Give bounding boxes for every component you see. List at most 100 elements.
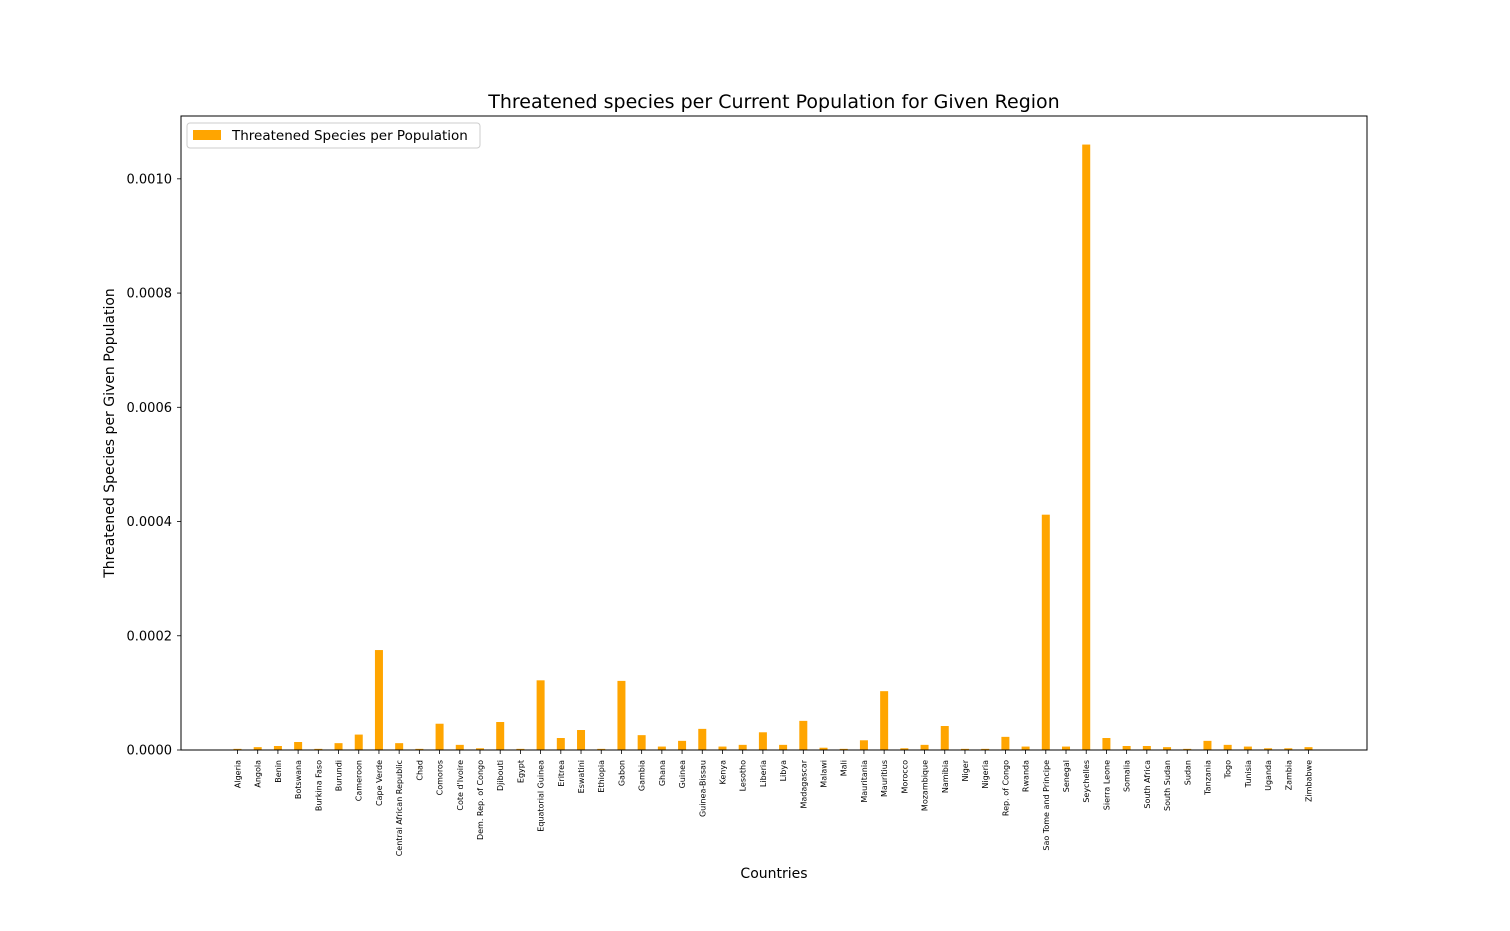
bar-guinea-bissau: [698, 728, 707, 750]
bar-uganda: [1264, 748, 1273, 750]
legend-label: Threatened Species per Population: [231, 128, 468, 144]
bar-zambia: [1284, 748, 1293, 750]
bar-niger: [960, 748, 969, 750]
plot-frame: [180, 115, 1368, 751]
x-axis-title: Countries: [740, 866, 807, 882]
bar-mali: [839, 748, 848, 750]
bar-libya: [779, 744, 788, 750]
x-tick-label: Benin: [274, 760, 283, 783]
bar-dem-rep-of-congo: [475, 748, 484, 750]
bar-rep-of-congo: [1001, 736, 1010, 750]
x-tick-label: Sudan: [1183, 760, 1192, 785]
bar-south-africa: [1142, 746, 1151, 750]
bar-zimbabwe: [1304, 747, 1313, 750]
bar-comoros: [435, 723, 444, 750]
x-tick-label: Gambia: [638, 760, 647, 791]
x-tick-label: Nigeria: [981, 760, 990, 789]
x-tick-label: Mozambique: [921, 760, 930, 811]
x-tick-label: Gabon: [617, 760, 626, 786]
bar-sao-tome-and-principe: [1041, 514, 1050, 750]
legend-swatch: [193, 130, 221, 140]
x-tick-label: South Africa: [1143, 760, 1152, 809]
x-tick-label: Eswatini: [577, 760, 586, 793]
x-tick-label: Comoros: [436, 760, 445, 795]
bar-cape-verde: [374, 650, 383, 750]
x-tick-label: Djibouti: [496, 760, 505, 791]
bar-mauritania: [859, 740, 868, 750]
x-tick-label: Zambia: [1284, 760, 1293, 790]
x-tick-label: Botswana: [294, 760, 303, 799]
bar-gabon: [617, 680, 626, 750]
x-tick-label: Ethiopia: [597, 760, 606, 793]
bar-malawi: [819, 747, 828, 750]
x-tick-label: Mauritania: [860, 760, 869, 803]
bar-sudan: [1183, 748, 1192, 750]
x-tick-label: Algeria: [234, 760, 243, 788]
x-tick-label: Angola: [254, 760, 263, 788]
y-tick-label: 0.0002: [127, 629, 173, 644]
bar-ethiopia: [597, 748, 606, 750]
bar-botswana: [294, 742, 303, 750]
x-tick-label: Kenya: [718, 760, 727, 785]
bar-egypt: [516, 748, 525, 750]
x-tick-label: Guinea: [678, 760, 687, 788]
bar-liberia: [758, 732, 767, 750]
x-tick-label: Senegal: [1062, 760, 1071, 792]
x-tick-label: Guinea-Bissau: [698, 760, 707, 817]
x-tick-label: Malawi: [820, 760, 829, 788]
y-tick-label: 0.0000: [127, 744, 173, 759]
bar-namibia: [940, 726, 949, 750]
bar-cameroon: [354, 734, 363, 750]
bar-sierra-leone: [1102, 738, 1111, 750]
bar-kenya: [718, 746, 727, 750]
x-tick-label: Liberia: [759, 760, 768, 787]
bar-benin: [273, 746, 282, 750]
bar-togo: [1223, 744, 1232, 750]
bar-burundi: [334, 743, 343, 750]
x-tick-label: Niger: [961, 759, 970, 781]
bar-seychelles: [1082, 144, 1091, 750]
bar-djibouti: [496, 722, 505, 750]
x-tick-label: Burundi: [335, 760, 344, 791]
legend-box: [186, 122, 481, 149]
x-tick-label: Ghana: [658, 760, 667, 786]
bar-equatorial-guinea: [536, 680, 545, 750]
bar-algeria: [233, 748, 242, 750]
y-axis-title: Threatened Species per Given Population: [102, 288, 118, 579]
x-tick-label: Somalia: [1123, 760, 1132, 792]
bar-eritrea: [556, 738, 565, 750]
bar-somalia: [1122, 746, 1131, 750]
x-tick-label: Seychelles: [1082, 760, 1091, 803]
x-tick-label: Zimbabwe: [1305, 760, 1314, 802]
bar-burkina-faso: [314, 748, 323, 750]
x-tick-label: Morocco: [900, 760, 909, 794]
bar-chad: [415, 748, 424, 750]
x-tick-label: Chad: [415, 760, 424, 781]
x-tick-label: Cape Verde: [375, 760, 384, 806]
bar-cote-d-ivoire: [455, 744, 464, 750]
y-axis: 0.0000 0.0002 0.0004 0.0006 0.0008 0.0010: [127, 172, 181, 759]
bar-angola: [253, 747, 262, 750]
x-tick-label: Equatorial Guinea: [537, 760, 546, 832]
y-tick-label: 0.0004: [127, 515, 173, 530]
bar-mozambique: [920, 744, 929, 750]
bar-eswatini: [577, 730, 586, 750]
x-tick-label: Tunisia: [1244, 760, 1253, 788]
x-tick-label: Cameroon: [355, 760, 364, 801]
x-tick-label: Tanzania: [1203, 760, 1212, 796]
bar-ghana: [657, 746, 666, 750]
bar-mauritius: [880, 691, 889, 750]
x-tick-label: Eritrea: [557, 760, 566, 787]
x-tick-label: Central African Republic: [395, 760, 404, 856]
y-tick-label: 0.0008: [127, 287, 173, 302]
bar-madagascar: [799, 720, 808, 750]
x-tick-label: Libya: [779, 760, 788, 781]
x-tick-label: Madagascar: [799, 759, 808, 808]
bar-lesotho: [738, 744, 747, 750]
x-tick-label: South Sudan: [1163, 760, 1172, 811]
x-tick-label: Namibia: [941, 760, 950, 793]
chart-title: Threatened species per Current Populatio…: [487, 91, 1059, 113]
x-tick-label: Mali: [840, 760, 849, 776]
legend: Threatened Species per Population: [186, 122, 481, 149]
